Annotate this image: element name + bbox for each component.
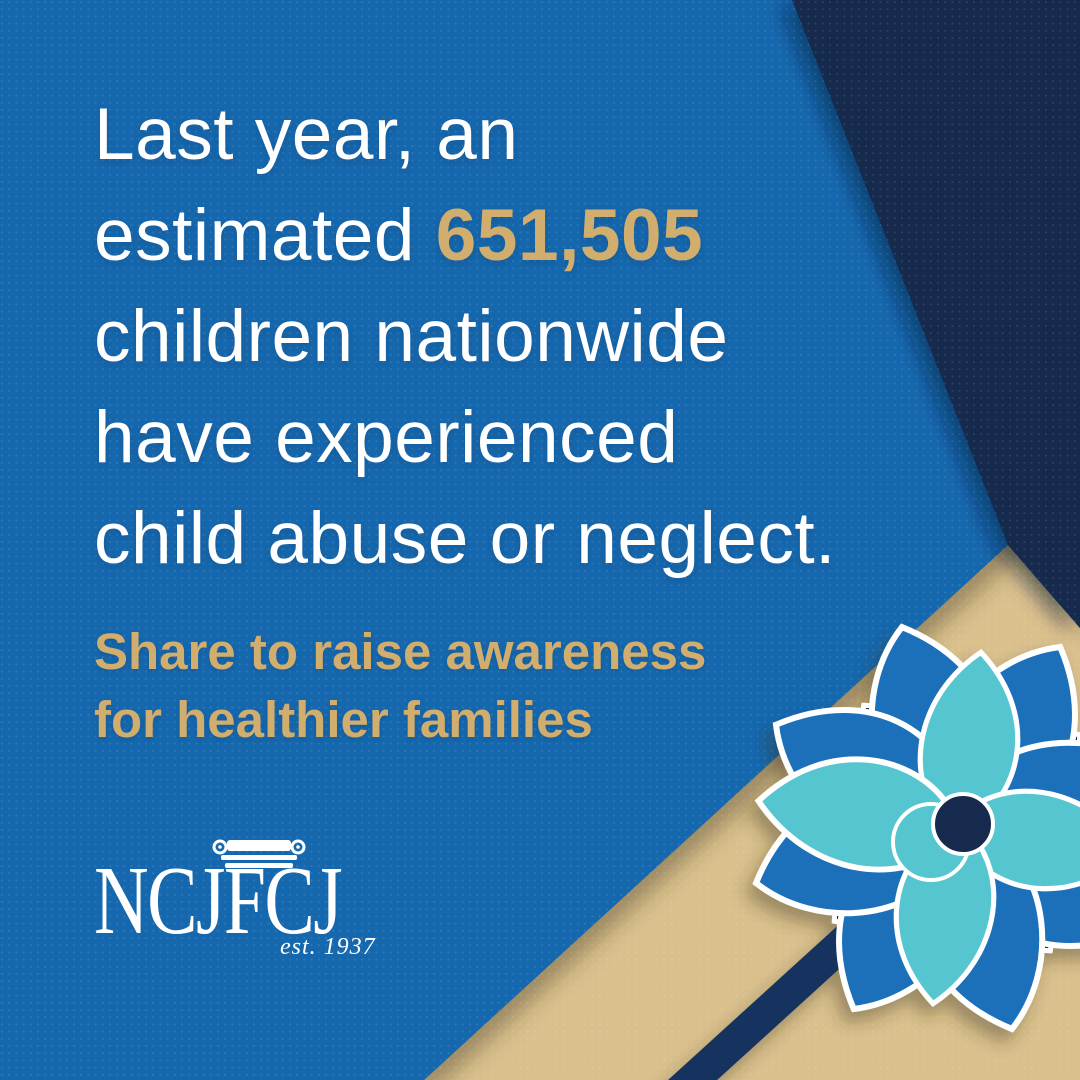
headline-line-4: have experienced [94, 397, 679, 478]
share-text: Share to raise awareness for healthier f… [94, 618, 706, 754]
headline-number: 651,505 [435, 195, 704, 276]
headline-line-2: estimated 651,505 [94, 185, 836, 286]
pinwheel-inner-petals-teal [754, 649, 1080, 1007]
logo: NCJFCJ est. 1937 [94, 836, 514, 986]
ionic-column-icon [212, 839, 306, 868]
share-line-1: Share to raise awareness [94, 623, 707, 680]
logo-est: est. 1937 [280, 934, 376, 960]
logo-wordmark: NCJFCJ [94, 847, 343, 954]
headline-line-2-prefix: estimated [94, 195, 436, 276]
pinwheel-center-dot [931, 792, 995, 856]
pinwheel-icon [668, 623, 1080, 1080]
headline-line-5: child abuse or neglect. [94, 498, 836, 579]
headline-line-3: children nationwide [94, 296, 729, 377]
headline: Last year, an estimated 651,505 children… [94, 84, 836, 589]
share-line-2: for healthier families [94, 691, 593, 748]
headline-line-1: Last year, an [94, 94, 519, 175]
